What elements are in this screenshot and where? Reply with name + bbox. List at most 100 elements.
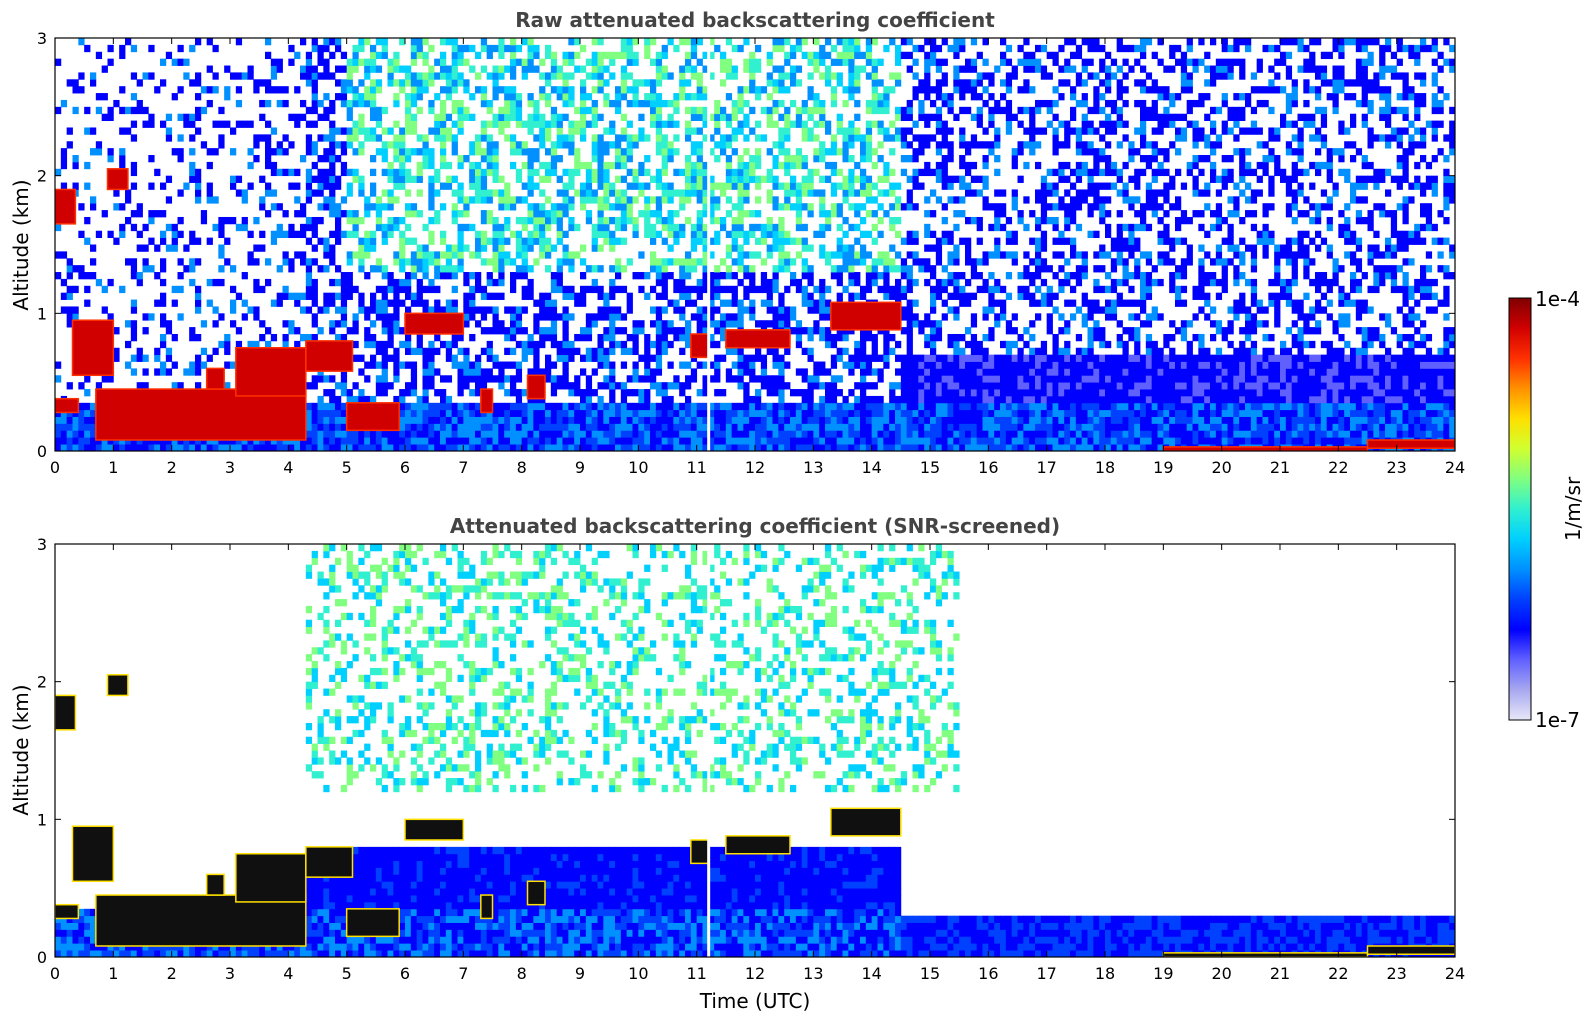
heatmap-cell [900,375,908,383]
heatmap-cell [760,416,768,424]
heatmap-cell [743,265,750,273]
heatmap-cell [580,423,587,431]
heatmap-cell [609,382,616,390]
heatmap-cell [498,327,505,335]
heatmap-cell [947,430,954,438]
heatmap-cell [900,382,908,390]
heatmap-cell [865,230,873,239]
heatmap-cell [720,189,727,197]
heatmap-cell [784,203,791,211]
heatmap-cell [527,265,534,273]
heatmap-cell [673,93,680,101]
heatmap-cell [142,72,149,80]
heatmap-cell [498,272,505,280]
heatmap-cell [720,258,727,266]
heatmap-cell [965,395,972,404]
heatmap-cell [819,251,826,259]
heatmap-cell [463,423,470,431]
heatmap-cell [562,354,569,362]
heatmap-cell [358,430,365,438]
heatmap-cell [189,175,196,183]
heatmap-cell [830,72,838,80]
heatmap-cell [311,44,318,53]
heatmap-cell [720,320,727,328]
heatmap-cell [655,313,663,321]
heatmap-cell [877,416,884,424]
heatmap-cell [160,444,167,451]
heatmap-cell [935,402,943,411]
heatmap-cell [941,168,948,177]
heatmap-cell [947,196,954,204]
heatmap-cell [597,51,604,60]
heatmap-cell [655,361,663,369]
heatmap-cell [78,382,85,390]
heatmap-cell [480,44,488,53]
heatmap-cell [335,203,342,211]
heatmap-cell [107,313,114,321]
heatmap-cell [778,416,785,424]
heatmap-cell [941,120,948,128]
heatmap-cell [807,327,814,335]
heatmap-cell [825,430,832,438]
heatmap-cell [965,416,972,424]
heatmap-cell [265,134,272,142]
heatmap-cell [685,272,692,280]
heatmap-cell [311,430,318,438]
heatmap-cell [655,306,663,314]
heatmap-cell [836,444,843,451]
heatmap-cell [860,258,867,266]
heatmap-cell [615,265,622,273]
heatmap-cell [714,272,721,280]
heatmap-cell [218,340,225,349]
heatmap-cell [836,423,843,431]
heatmap-cell [270,72,278,80]
heatmap-cell [714,120,721,128]
heatmap-cell [294,444,301,451]
heatmap-cell [358,395,365,404]
heatmap-cell [836,113,843,121]
heatmap-cell [562,416,569,424]
heatmap-cell [883,168,890,177]
heatmap-cell [428,251,435,259]
heatmap-cell [655,168,663,177]
heatmap-cell [416,175,423,183]
heatmap-cell [224,65,231,73]
heatmap-cell [854,292,861,300]
heatmap-cell [854,237,861,245]
heatmap-cell [480,368,488,376]
heatmap-cell [772,230,779,239]
heatmap-cell [825,127,832,135]
heatmap-cell [142,223,149,232]
heatmap-cell [865,148,873,156]
heatmap-cell [451,210,458,218]
heatmap-cell [941,437,948,445]
heatmap-cell [918,437,925,445]
heatmap-cell [539,141,546,149]
heatmap-cell [55,437,62,445]
heatmap-cell [515,265,523,273]
heatmap-cell [772,409,779,417]
heatmap-cell [305,437,313,445]
heatmap-cell [842,265,849,273]
heatmap-cell [335,265,342,273]
heatmap-cell [282,251,289,259]
heatmap-cell [358,306,365,314]
heatmap-cell [527,93,534,101]
heatmap-cell [107,230,114,239]
heatmap-cell [784,72,791,80]
heatmap-cell [486,120,493,128]
heatmap-cell [60,251,68,259]
heatmap-cell [428,196,435,204]
heatmap-cell [836,51,843,60]
heatmap-cell [865,99,873,108]
heatmap-cell [591,99,598,108]
heatmap-cell [521,416,528,424]
heatmap-cell [405,389,412,397]
heatmap-cell [778,99,785,108]
heatmap-cell [469,375,476,383]
heatmap-cell [650,409,657,417]
heatmap-cell [778,230,785,239]
heatmap-cell [655,58,663,66]
heatmap-cell [655,347,663,356]
heatmap-cell [492,375,499,383]
